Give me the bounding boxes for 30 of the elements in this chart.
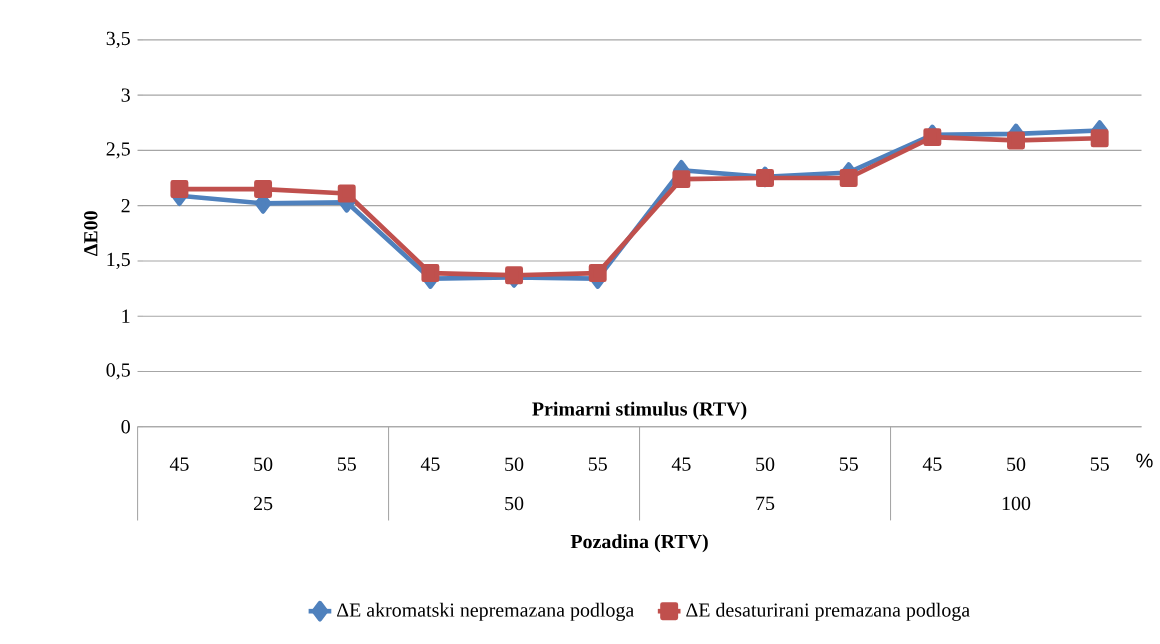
y-tick-label: 2,5	[106, 142, 130, 159]
text: 75	[756, 496, 775, 511]
text: 50	[505, 496, 524, 511]
x-tick-label: 45	[169, 457, 189, 471]
x-tick-label: 50	[254, 457, 273, 471]
x-tick-label: 50	[756, 457, 775, 471]
text: 25	[253, 496, 273, 511]
x-tick-label: 45	[671, 457, 691, 471]
x-axis-title: Pozadina (RTV)	[570, 534, 708, 553]
y-tick-label: 0,5	[106, 363, 130, 380]
x-tick-label: 55	[337, 457, 356, 471]
y-tick-label: 0	[121, 419, 130, 434]
x-tick-label: 50	[1007, 457, 1026, 471]
legend-label: ΔE desaturirani premazana podloga	[686, 602, 970, 621]
y-tick-label: 1,5	[107, 252, 130, 270]
x-tick-label: 45	[922, 457, 942, 471]
x-tick-label: 55	[588, 457, 607, 471]
annotation: Primarni stimulus (RTV)	[532, 401, 747, 420]
x-tick-label: 45	[420, 457, 440, 471]
legend-label: ΔE akromatski nepremazana podloga	[337, 602, 634, 621]
x-tick-label: 50	[505, 457, 524, 471]
y-tick-label: 1	[122, 309, 130, 323]
y-axis-title: ΔE00	[84, 211, 98, 256]
text: 100	[1002, 496, 1031, 511]
x-tick-label: 55	[839, 457, 858, 471]
text: %	[1136, 453, 1153, 468]
y-tick-label: 3	[121, 88, 130, 102]
x-tick-label: 55	[1090, 457, 1109, 471]
y-tick-label: 3,5	[106, 31, 130, 49]
y-tick-label: 2	[121, 199, 130, 213]
